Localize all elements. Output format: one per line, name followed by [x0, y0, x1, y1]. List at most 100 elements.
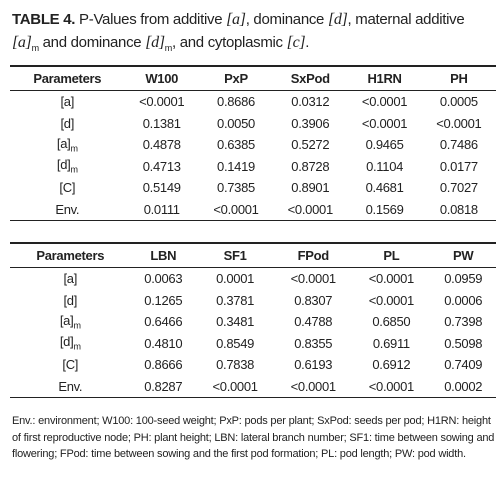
caption-subscript: m — [164, 43, 173, 53]
row-label: [C] — [10, 354, 131, 376]
p-value: 0.0002 — [430, 375, 496, 398]
row-label: [d] — [10, 290, 131, 312]
p-value: 0.0050 — [217, 115, 255, 131]
row-label: [a]m — [10, 311, 131, 333]
p-value: 0.8549 — [216, 335, 255, 351]
table-row: [C] 0.5149 0.7385 0.8901 0.4681 0.7027 — [10, 177, 496, 199]
row-label: Env. — [10, 375, 131, 398]
table-row: [a] <0.0001 0.8686 0.0312 <0.0001 0.0005 — [10, 91, 496, 113]
row-label-subscript: m — [73, 342, 81, 353]
p-value: <0.0001 — [368, 292, 415, 308]
p-value: 0.3481 — [216, 314, 255, 330]
footnote: Env.: environment; W100: 100-seed weight… — [12, 415, 495, 460]
p-value: 0.6385 — [217, 137, 255, 153]
caption-text: , maternal additive — [347, 11, 465, 28]
header-cell: W100 — [124, 65, 199, 91]
p-value: 0.6850 — [372, 314, 411, 330]
p-value: 0.5098 — [444, 335, 483, 351]
header-cell: SF1 — [196, 242, 275, 268]
caption-text: , dominance — [245, 11, 325, 28]
p-value: <0.0001 — [368, 271, 415, 287]
row-label-subscript: m — [73, 320, 81, 331]
p-value: 0.8666 — [144, 357, 183, 373]
p-value: <0.0001 — [196, 375, 275, 398]
p-value: 0.6193 — [294, 357, 333, 373]
caption-symbol: [a] — [226, 11, 246, 28]
p-value: 0.7486 — [439, 137, 478, 153]
row-label-text: [a] — [60, 94, 75, 110]
table-row: [d]m 0.4713 0.1419 0.8728 0.1104 0.0177 — [10, 156, 496, 178]
header-row: Parameters LBN SF1 FPod PL PW — [10, 242, 496, 268]
p-value: 0.5149 — [142, 180, 181, 196]
p-value: 0.8686 — [217, 94, 255, 110]
row-label-text: Env. — [55, 201, 80, 217]
row-label-text: [d] — [63, 292, 78, 308]
row-label: [C] — [10, 177, 125, 199]
p-value: 0.0111 — [124, 198, 199, 221]
table-row: [a] 0.0063 0.0001 <0.0001 <0.0001 0.0959 — [10, 268, 496, 290]
row-label: Env. — [10, 198, 125, 221]
table: Parameters LBN SF1 FPod PL PW [a] 0.0063 0.0001 <… — [10, 242, 496, 398]
table: Parameters W100 PxP SxPod H1RN PH [a] <0.0001 0.… — [10, 65, 496, 221]
p-value: <0.0001 — [352, 375, 431, 398]
header-cell: FPod — [274, 242, 353, 268]
p-value: 0.0312 — [291, 94, 330, 110]
p-value: <0.0001 — [198, 198, 274, 221]
p-value: <0.0001 — [139, 94, 185, 110]
p-value: 0.8307 — [294, 292, 333, 308]
p-value: 0.6911 — [372, 335, 410, 351]
p-value: 0.0001 — [216, 271, 255, 287]
p-value: 0.1569 — [347, 198, 422, 221]
p-value: 0.8728 — [291, 158, 330, 174]
p-value: <0.0001 — [361, 94, 408, 110]
table-row: [d]m 0.4810 0.8549 0.8355 0.6911 0.5098 — [10, 333, 496, 355]
p-value: 0.5272 — [291, 137, 330, 153]
caption-text: and dominance — [42, 34, 142, 51]
row-label-text: Env. — [58, 378, 83, 394]
row-label-text: [a] — [59, 312, 74, 328]
p-value: <0.0001 — [273, 198, 348, 221]
row-label-text: [C] — [62, 357, 79, 373]
header-cell: PW — [430, 242, 496, 268]
table-row: Env. 0.0111 <0.0001 <0.0001 0.1569 0.0818 — [10, 198, 496, 221]
row-label-text: [d] — [60, 115, 75, 131]
row-label: [d] — [10, 113, 125, 135]
p-value: 0.0959 — [444, 271, 483, 287]
p-value: 0.1419 — [217, 158, 255, 174]
header-cell: PxP — [198, 65, 274, 91]
caption: TABLE 4. P-Values from additive [a], dom… — [12, 8, 494, 60]
caption-symbol: [d] — [327, 11, 348, 28]
p-value: 0.0006 — [444, 292, 483, 308]
row-label: [d]m — [10, 333, 131, 355]
row-label: [a] — [10, 91, 125, 113]
caption-text: P-Values from additive — [79, 11, 223, 28]
row-label-text: [a] — [56, 135, 71, 151]
p-value: <0.0001 — [361, 115, 408, 131]
header-cell: PH — [421, 65, 496, 91]
caption-subscript: m — [31, 43, 40, 53]
p-value: 0.1104 — [366, 158, 404, 174]
row-label-text: [d] — [56, 157, 71, 173]
row-label-subscript: m — [70, 143, 78, 154]
header-cell: PL — [352, 242, 431, 268]
row-label: [d]m — [10, 156, 125, 178]
table-row: [d] 0.1265 0.3781 0.8307 <0.0001 0.0006 — [10, 290, 496, 312]
p-value: 0.7385 — [217, 180, 255, 196]
p-value: <0.0001 — [290, 271, 337, 287]
p-value: <0.0001 — [274, 375, 353, 398]
table-row: Env. 0.8287 <0.0001 <0.0001 <0.0001 0.0002 — [10, 375, 496, 398]
p-value: 0.8355 — [294, 335, 333, 351]
header-row: Parameters W100 PxP SxPod H1RN PH — [10, 65, 496, 91]
p-value: 0.6466 — [144, 314, 183, 330]
p-value: 0.0177 — [439, 158, 478, 174]
row-label-text: [C] — [59, 180, 76, 196]
p-value: 0.7409 — [444, 357, 483, 373]
p-value: 0.4713 — [142, 158, 181, 174]
p-value: 0.0818 — [421, 198, 496, 221]
p-value: 0.4681 — [365, 180, 404, 196]
header-cell: Parameters — [10, 242, 131, 268]
p-value: 0.9465 — [365, 137, 404, 153]
table-label: TABLE 4. — [12, 11, 76, 28]
p-value: <0.0001 — [436, 115, 482, 131]
